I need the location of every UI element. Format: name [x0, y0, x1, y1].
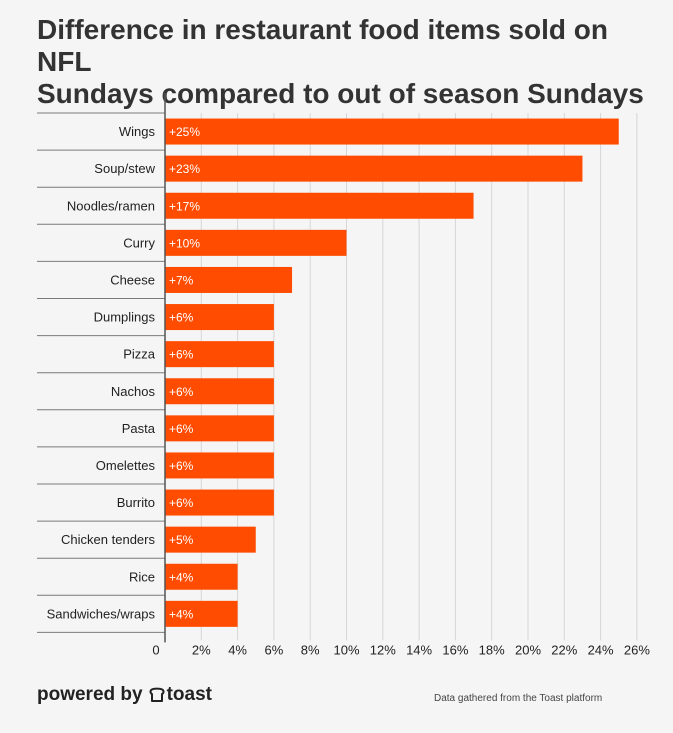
title-line-1: Difference in restaurant food items sold… — [37, 14, 608, 77]
source-note: Data gathered from the Toast platform — [434, 693, 603, 704]
data-label: +17% — [169, 199, 200, 213]
category-label: Curry — [123, 235, 155, 250]
data-label: +6% — [169, 348, 194, 362]
bar-chart: Wings +25% Soup/stew +23% Noodles/ramen +17% C… — [37, 93, 650, 657]
data-label: +6% — [169, 311, 194, 325]
chart-title: Difference in restaurant food items sold… — [37, 14, 657, 110]
category-label: Soup/stew — [94, 161, 155, 176]
x-tick-label: 0 — [152, 642, 159, 657]
data-label: +5% — [169, 533, 194, 547]
category-label: Dumplings — [94, 310, 156, 325]
bar-2 — [165, 192, 474, 219]
bar-5 — [165, 304, 274, 331]
x-tick-label: 14% — [406, 642, 432, 657]
category-label: Cheese — [110, 272, 155, 287]
x-tick-label: 12% — [370, 642, 396, 657]
toast-brand-text: toast — [166, 684, 212, 705]
bar-12 — [165, 563, 238, 590]
bar-7 — [165, 378, 274, 405]
category-label: Burrito — [117, 495, 155, 510]
data-label: +10% — [169, 236, 200, 250]
bar-10 — [165, 489, 274, 516]
bar-3 — [165, 229, 347, 256]
category-label: Noodles/ramen — [67, 198, 155, 213]
data-label: +6% — [169, 422, 194, 436]
x-tick-label: 10% — [333, 642, 359, 657]
x-tick-label: 4% — [228, 642, 247, 657]
category-label: Wings — [119, 124, 156, 139]
x-tick-label: 6% — [265, 642, 284, 657]
bar-0 — [165, 118, 619, 145]
x-tick-label: 22% — [551, 642, 577, 657]
bar-9 — [165, 452, 274, 479]
category-label: Chicken tenders — [61, 532, 155, 547]
category-label: Rice — [129, 569, 155, 584]
data-label: +6% — [169, 459, 194, 473]
category-label: Nachos — [111, 384, 156, 399]
bar-11 — [165, 526, 256, 553]
data-label: +4% — [169, 570, 194, 584]
x-tick-label: 18% — [479, 642, 505, 657]
bar-8 — [165, 415, 274, 442]
data-label: +6% — [169, 496, 194, 510]
x-tick-label: 20% — [515, 642, 541, 657]
bar-1 — [165, 155, 583, 182]
powered-by-text: powered by — [37, 684, 143, 705]
bar-6 — [165, 341, 274, 368]
title-line-2: Sundays compared to out of season Sunday… — [37, 78, 644, 109]
category-label: Pizza — [123, 347, 156, 362]
data-label: +6% — [169, 385, 194, 399]
x-tick-label: 8% — [301, 642, 320, 657]
x-tick-label: 24% — [588, 642, 614, 657]
data-label: +25% — [169, 125, 200, 139]
x-tick-label: 16% — [442, 642, 468, 657]
x-tick-label: 2% — [192, 642, 211, 657]
toast-logo: toast — [149, 684, 212, 706]
category-label: Pasta — [122, 421, 156, 436]
data-label: +23% — [169, 162, 200, 176]
data-label: +7% — [169, 273, 194, 287]
powered-by: powered by toast — [37, 684, 212, 706]
toast-icon — [149, 687, 165, 702]
category-label: Omelettes — [96, 458, 156, 473]
data-label: +4% — [169, 607, 194, 621]
bar-4 — [165, 266, 293, 293]
category-label: Sandwiches/wraps — [47, 606, 156, 621]
bar-13 — [165, 600, 238, 627]
x-tick-label: 26% — [624, 642, 650, 657]
